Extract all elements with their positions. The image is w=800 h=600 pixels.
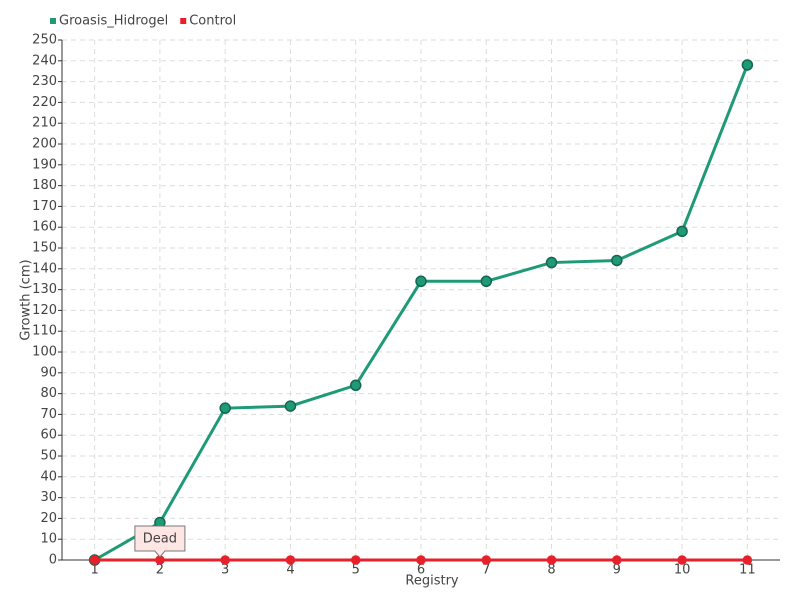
y-tick-label: 140 <box>32 261 57 276</box>
point <box>481 555 492 565</box>
x-tick-label: 4 <box>286 563 294 578</box>
point <box>480 275 493 288</box>
y-tick-label: 120 <box>32 303 57 318</box>
y-tick-label: 30 <box>40 490 57 505</box>
y-tick-label: 130 <box>32 282 57 297</box>
point <box>611 254 623 267</box>
x-tick-label: 2 <box>156 563 164 578</box>
point <box>546 555 557 565</box>
y-tick-label: 0 <box>49 553 57 568</box>
legend-swatch <box>180 18 187 24</box>
x-tick-label: 5 <box>352 563 360 578</box>
y-tick-label: 200 <box>32 137 57 152</box>
point <box>219 402 231 414</box>
legend-label: Groasis_Hidrogel <box>59 14 168 29</box>
point <box>545 256 558 269</box>
y-tick-label: 170 <box>32 199 57 214</box>
x-tick-label: 7 <box>482 563 490 578</box>
annotation-text: Dead <box>143 532 177 547</box>
y-tick-label: 240 <box>32 53 57 68</box>
y-tick-label: 80 <box>40 386 57 401</box>
y-tick-label: 180 <box>32 178 57 193</box>
y-tick-label: 150 <box>32 241 57 256</box>
x-tick-label: 10 <box>674 563 691 578</box>
point <box>741 59 754 71</box>
point <box>416 555 426 565</box>
y-tick-label: 70 <box>40 407 57 422</box>
y-tick-label: 40 <box>40 469 57 484</box>
annotation-box <box>134 525 186 558</box>
y-tick-label: 90 <box>40 365 57 380</box>
y-axis-title: Growth (cm) <box>19 259 34 340</box>
x-tick-label: 1 <box>90 563 98 578</box>
y-tick-label: 110 <box>32 324 57 339</box>
point <box>220 555 230 565</box>
legend-label: Control <box>189 14 236 29</box>
y-tick-label: 220 <box>32 95 57 110</box>
y-tick-label: 250 <box>32 33 57 48</box>
y-tick-label: 230 <box>32 74 57 89</box>
y-tick-label: 60 <box>40 428 57 443</box>
x-tick-label: 6 <box>417 563 425 578</box>
point <box>612 555 622 565</box>
y-tick-label: 210 <box>32 116 57 131</box>
y-tick-label: 10 <box>40 532 57 547</box>
y-tick-label: 160 <box>32 220 57 235</box>
point <box>742 555 753 565</box>
x-tick-label: 11 <box>739 563 756 578</box>
point <box>284 400 297 412</box>
y-tick-label: 50 <box>40 449 57 464</box>
y-tick-label: 100 <box>32 345 57 360</box>
point <box>677 555 687 565</box>
annotation: Dead <box>134 525 186 558</box>
x-tick-label: 8 <box>547 563 555 578</box>
point <box>676 225 688 238</box>
x-axis-title: Registry <box>405 574 459 589</box>
x-tick-label: 9 <box>613 563 621 578</box>
point <box>349 379 362 392</box>
point <box>415 275 427 288</box>
y-tick-label: 190 <box>32 157 57 172</box>
point <box>285 555 296 565</box>
point <box>350 555 361 565</box>
legend-swatch <box>50 18 56 24</box>
x-tick-label: 3 <box>221 563 229 578</box>
point <box>89 555 100 565</box>
y-tick-label: 20 <box>40 511 57 526</box>
